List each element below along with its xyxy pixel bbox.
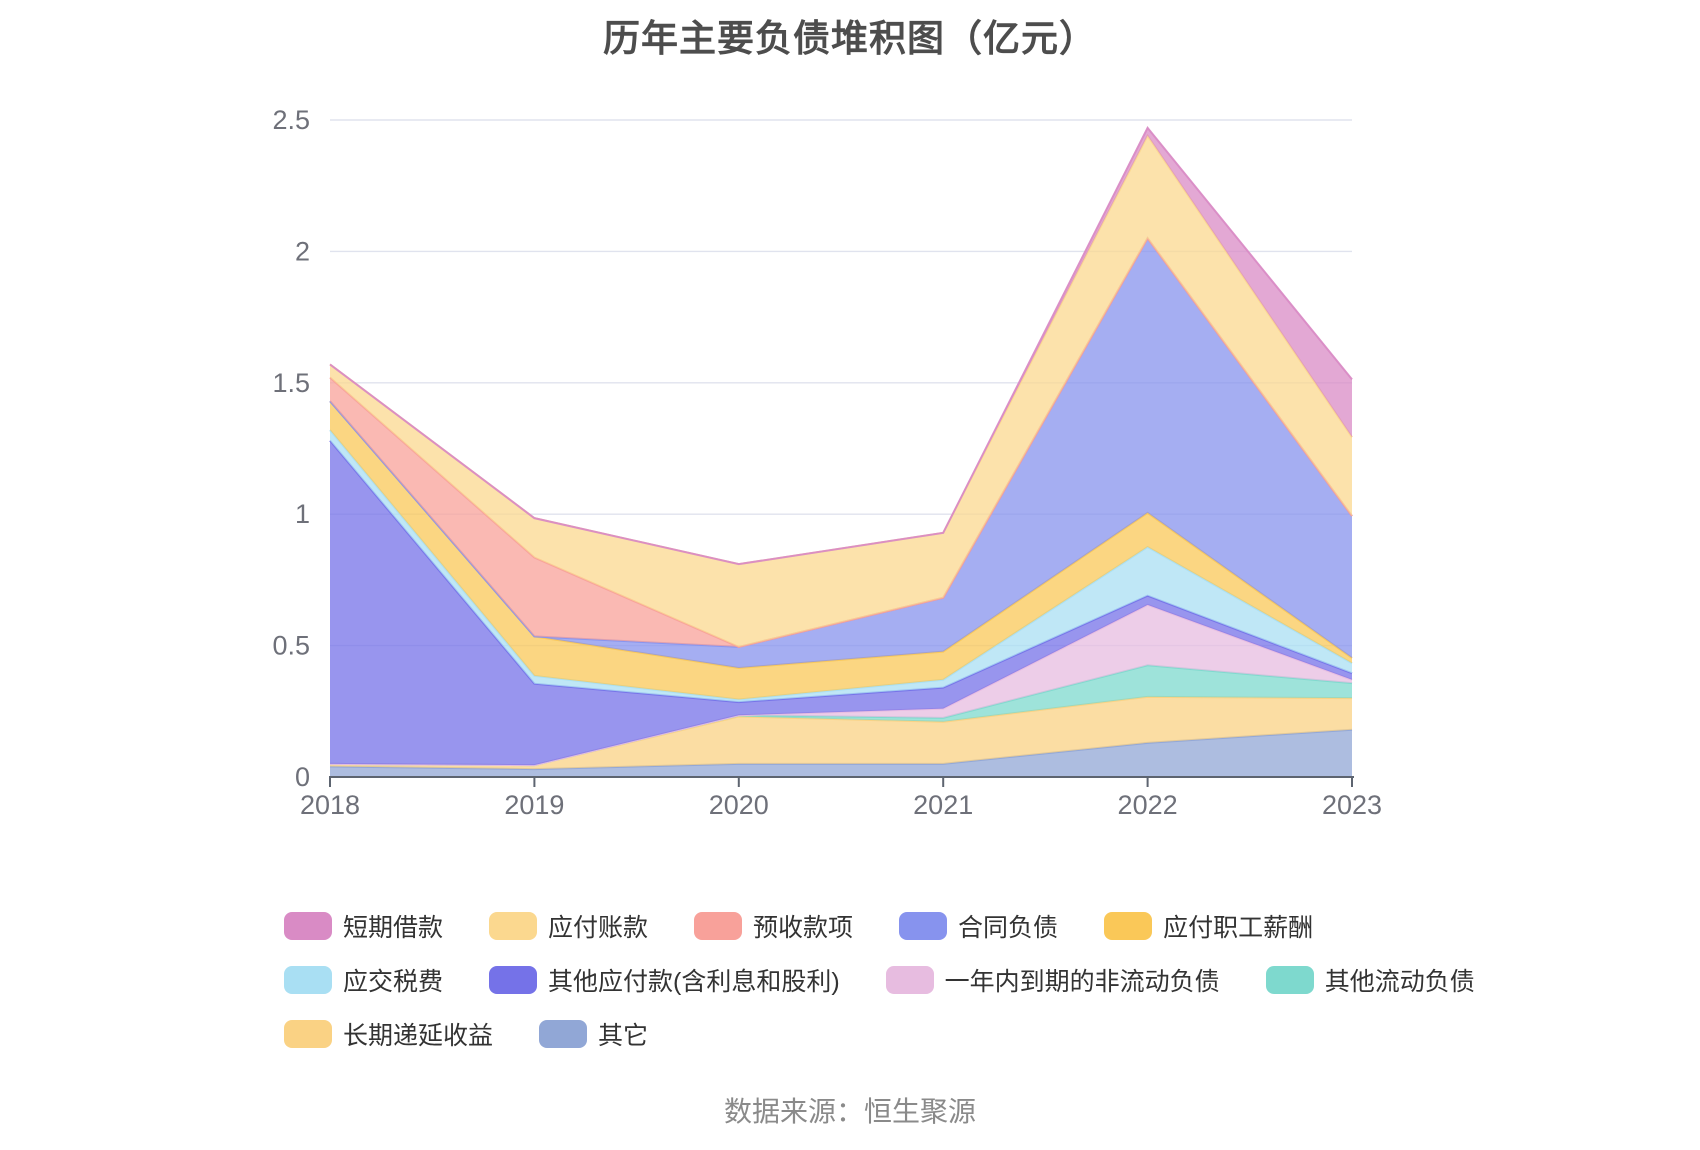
chart-legend: 短期借款 应付账款 预收款项 合同负债 应付职工薪酬应交税费 其他应付款(含利息和股利) 一… (284, 908, 1484, 1052)
area-series (330, 135, 1352, 647)
y-axis-tick-label: 2.5 (272, 105, 310, 135)
legend-item[interactable]: 其他应付款(含利息和股利) (489, 962, 840, 998)
legend-label: 应交税费 (343, 968, 444, 996)
series-line (329, 126, 1353, 566)
x-axis-tick-label: 2020 (709, 790, 769, 820)
legend-label: 其他应付款(含利息和股利) (548, 968, 840, 996)
y-axis-tick-label: 1 (295, 499, 310, 529)
legend-label: 长期递延收益 (343, 1022, 494, 1050)
y-axis-tick-label: 0.5 (272, 631, 310, 661)
legend-label: 应付账款 (548, 914, 649, 942)
legend-swatch-icon (885, 966, 934, 994)
legend-item[interactable]: 预收款项 (694, 908, 853, 944)
x-axis-tick-label: 2018 (300, 790, 360, 820)
area-series (330, 604, 1352, 766)
legend-label: 一年内到期的非流动负债 (944, 968, 1220, 996)
legend-swatch-icon (284, 1020, 332, 1048)
data-source-text: 数据来源：恒生聚源 (723, 1096, 976, 1127)
legend-label: 其他流动负债 (1324, 968, 1475, 996)
legend-item[interactable]: 短期借款 (284, 908, 443, 944)
legend-item[interactable]: 应付账款 (489, 908, 648, 944)
y-axis-tick-label: 0 (295, 762, 310, 792)
area-series (330, 440, 1352, 766)
legend-swatch-icon (694, 912, 743, 940)
legend-label: 其它 (598, 1022, 649, 1050)
y-axis-tick-label: 1.5 (272, 368, 310, 398)
legend-item[interactable]: 其它 (539, 1016, 648, 1052)
area-series (330, 238, 1352, 668)
legend-item[interactable]: 长期递延收益 (284, 1016, 493, 1052)
area-series (330, 430, 1352, 703)
chart-title: 历年主要负债堆积图（亿元） (603, 18, 1097, 59)
legend-swatch-icon (1104, 912, 1153, 940)
legend-swatch-icon (489, 966, 538, 994)
y-axis-tick-label: 2 (295, 236, 310, 266)
legend-item[interactable]: 其他流动负债 (1265, 962, 1475, 998)
legend-item[interactable]: 合同负债 (899, 908, 1058, 944)
legend-swatch-icon (899, 912, 948, 940)
series-line (329, 429, 1353, 701)
legend-item[interactable]: 一年内到期的非流动负债 (885, 962, 1220, 998)
area-series (330, 729, 1352, 777)
x-axis-tick-label: 2019 (504, 790, 564, 820)
legend-item[interactable]: 应交税费 (284, 962, 443, 998)
legend-swatch-icon (284, 966, 332, 994)
legend-label: 应付职工薪酬 (1163, 914, 1314, 942)
x-axis-tick-label: 2021 (913, 790, 973, 820)
legend-label: 合同负债 (958, 914, 1059, 942)
area-series (330, 696, 1352, 770)
legend-swatch-icon (489, 912, 538, 940)
legend-label: 预收款项 (753, 914, 854, 942)
legend-item[interactable]: 应付职工薪酬 (1104, 908, 1313, 944)
stacked-area-chart: 0 0.5 1 1.5 2 2.5 2018 2019 2020 2021 2022 2023 (272, 105, 1382, 820)
legend-label: 短期借款 (343, 914, 444, 942)
legend-swatch-icon (284, 912, 332, 940)
area-series (330, 665, 1352, 766)
legend-swatch-icon (1265, 966, 1314, 994)
x-axis-tick-label: 2023 (1322, 790, 1382, 820)
legend-swatch-icon (539, 1020, 588, 1048)
x-axis-tick-label: 2022 (1118, 790, 1178, 820)
